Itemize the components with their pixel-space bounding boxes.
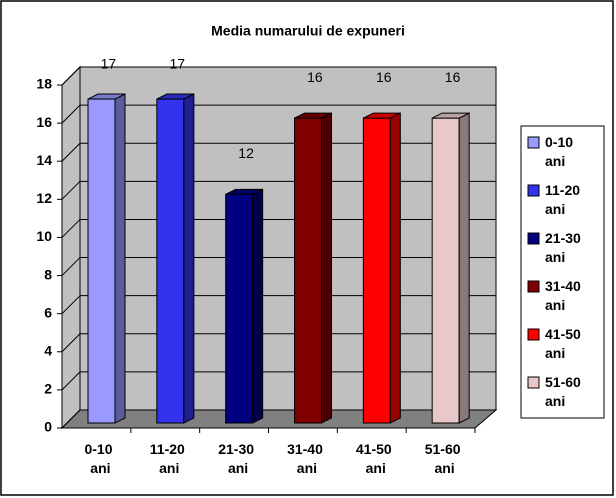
bar-top [87, 93, 126, 100]
bar-side [252, 188, 264, 424]
legend-label: 0-10 ani [545, 134, 577, 169]
y-tick-label: 18 [36, 76, 52, 92]
y-tick-label: 2 [44, 381, 52, 397]
bar [225, 193, 254, 424]
chart-title: Media numarului de expuneri [211, 23, 405, 39]
legend [520, 125, 605, 419]
bar-top [225, 188, 263, 195]
data-label: 12 [238, 145, 254, 161]
legend-swatch [527, 280, 540, 293]
x-tick-label: 0-10 ani [84, 441, 116, 476]
back-wall [79, 66, 497, 411]
x-tick-label: 31-40 ani [287, 441, 327, 476]
legend-swatch [527, 328, 540, 341]
bar-side [183, 93, 195, 424]
y-tick-label: 12 [36, 190, 52, 206]
grid-line [61, 333, 81, 353]
bar-side [114, 93, 126, 424]
bar-side [321, 112, 332, 424]
data-label: 17 [101, 56, 117, 72]
legend-label: 31-40 ani [545, 278, 585, 313]
y-tick-label: 6 [44, 304, 52, 320]
grid-line [61, 219, 81, 238]
y-tick-label: 0 [44, 419, 52, 435]
bar [156, 98, 185, 424]
y-tick-label: 10 [36, 228, 52, 244]
y-tick-label: 16 [36, 114, 52, 130]
floor [60, 409, 498, 429]
bar-top [363, 112, 401, 119]
legend-swatch [527, 184, 540, 197]
bar [87, 98, 116, 424]
bar [362, 117, 391, 424]
legend-swatch [527, 376, 540, 389]
data-label: 17 [169, 56, 185, 72]
legend-label: 51-60 ani [545, 374, 585, 409]
grid-line [61, 371, 81, 391]
y-tick-label: 14 [36, 152, 52, 168]
x-tick-label: 11-20 ani [150, 441, 189, 476]
data-label: 16 [445, 69, 461, 85]
bar-top [294, 112, 332, 119]
bar [294, 117, 322, 424]
data-label: 16 [307, 69, 323, 85]
bar-side [389, 112, 401, 424]
side-wall [61, 65, 81, 430]
grid-line [61, 142, 81, 162]
grid-line [61, 104, 81, 124]
bar [431, 117, 460, 424]
grid-line [61, 66, 81, 86]
legend-label: 41-50 ani [545, 326, 585, 361]
x-tick-label: 41-50 ani [356, 441, 396, 476]
legend-label: 11-20 ani [545, 182, 584, 217]
grid-line [61, 409, 81, 429]
legend-swatch [527, 232, 540, 245]
grid-line [61, 295, 81, 315]
x-tick-label: 51-60 ani [425, 441, 465, 476]
bar-top [431, 112, 470, 119]
y-tick-label: 8 [44, 266, 52, 282]
legend-label: 21-30 ani [545, 230, 585, 265]
x-tick-label: 21-30 ani [218, 441, 258, 476]
bar-side [458, 112, 470, 424]
data-label: 16 [376, 69, 392, 85]
grid-line [61, 257, 81, 276]
legend-swatch [527, 136, 540, 149]
y-tick-label: 4 [44, 342, 52, 358]
bar-top [156, 93, 195, 100]
grid-line [61, 180, 81, 200]
